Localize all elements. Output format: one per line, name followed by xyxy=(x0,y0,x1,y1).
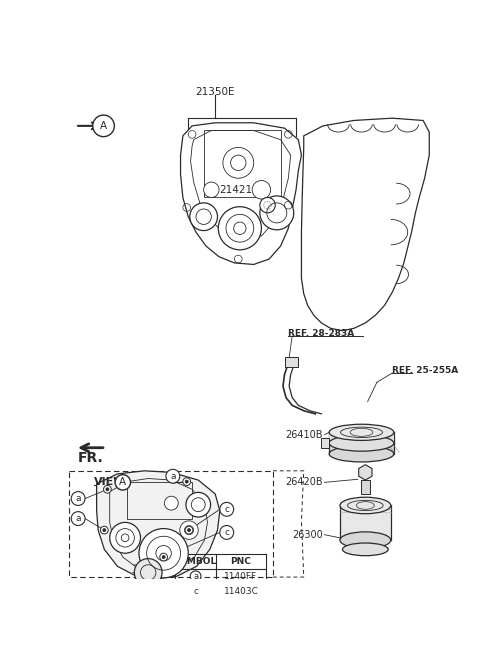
Text: a: a xyxy=(75,494,81,503)
Text: REF. 28-283A: REF. 28-283A xyxy=(288,329,355,339)
Text: VIEW: VIEW xyxy=(94,477,126,488)
Circle shape xyxy=(260,196,294,230)
Circle shape xyxy=(106,488,109,491)
Polygon shape xyxy=(285,357,298,367)
Text: c: c xyxy=(193,587,198,596)
Circle shape xyxy=(188,529,191,532)
Text: 21350E: 21350E xyxy=(195,87,235,97)
Polygon shape xyxy=(329,443,394,454)
Circle shape xyxy=(190,586,201,596)
Polygon shape xyxy=(322,439,329,448)
Polygon shape xyxy=(180,123,301,264)
Circle shape xyxy=(164,496,178,510)
Text: SYMBOL: SYMBOL xyxy=(174,557,216,566)
Circle shape xyxy=(220,525,234,539)
Circle shape xyxy=(204,182,219,197)
Text: 26420B: 26420B xyxy=(286,477,323,488)
Ellipse shape xyxy=(329,435,394,451)
Circle shape xyxy=(100,526,108,534)
Text: 26300: 26300 xyxy=(292,530,323,540)
Ellipse shape xyxy=(340,532,391,548)
Circle shape xyxy=(186,492,211,517)
Text: PNC: PNC xyxy=(230,557,252,566)
Circle shape xyxy=(139,529,188,578)
Text: 1140FF: 1140FF xyxy=(225,572,258,581)
Circle shape xyxy=(162,555,165,559)
Polygon shape xyxy=(359,465,372,480)
Text: c: c xyxy=(224,505,229,514)
Text: REF. 25-255A: REF. 25-255A xyxy=(392,367,458,375)
Circle shape xyxy=(160,553,168,561)
Text: FR.: FR. xyxy=(78,450,104,465)
Text: a: a xyxy=(170,472,176,480)
Text: 26410B: 26410B xyxy=(286,430,323,439)
Circle shape xyxy=(104,486,111,493)
Circle shape xyxy=(180,521,198,539)
Circle shape xyxy=(115,475,131,490)
Text: 21421: 21421 xyxy=(219,185,252,195)
Circle shape xyxy=(220,503,234,516)
Ellipse shape xyxy=(340,497,391,514)
Circle shape xyxy=(252,180,271,199)
Circle shape xyxy=(218,207,262,250)
Text: a: a xyxy=(75,514,81,523)
Circle shape xyxy=(134,559,162,587)
Text: A: A xyxy=(100,121,107,131)
Text: A: A xyxy=(119,477,126,488)
Circle shape xyxy=(166,469,180,483)
Circle shape xyxy=(190,571,201,582)
Circle shape xyxy=(103,529,106,532)
Text: 11403C: 11403C xyxy=(224,587,258,596)
Circle shape xyxy=(190,203,217,230)
Circle shape xyxy=(71,492,85,505)
Circle shape xyxy=(183,478,191,486)
Polygon shape xyxy=(96,471,220,579)
Circle shape xyxy=(71,512,85,525)
Circle shape xyxy=(110,522,141,553)
Ellipse shape xyxy=(343,543,388,556)
Text: c: c xyxy=(224,528,229,537)
Circle shape xyxy=(260,197,275,213)
Polygon shape xyxy=(361,480,370,494)
Circle shape xyxy=(185,480,188,483)
Ellipse shape xyxy=(329,446,394,462)
Polygon shape xyxy=(329,432,394,443)
Polygon shape xyxy=(340,505,391,540)
Ellipse shape xyxy=(329,424,394,441)
Circle shape xyxy=(185,526,193,534)
Text: a: a xyxy=(193,572,198,581)
Circle shape xyxy=(93,115,114,137)
